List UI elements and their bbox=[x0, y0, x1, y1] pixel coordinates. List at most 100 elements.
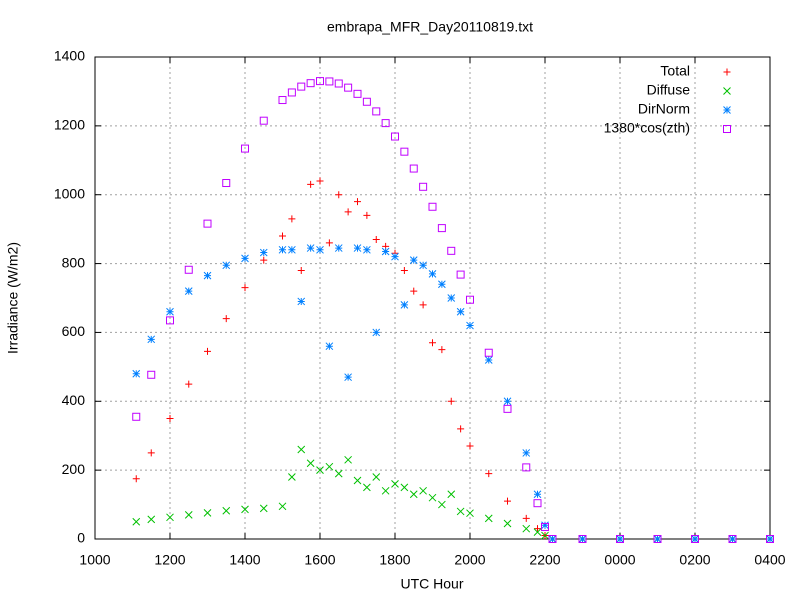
point bbox=[354, 198, 361, 206]
point bbox=[306, 459, 315, 468]
point bbox=[184, 265, 193, 274]
point bbox=[325, 342, 334, 351]
y-axis-label: Irradiance (W/m2) bbox=[5, 242, 21, 354]
legend-label: Diffuse bbox=[647, 82, 691, 98]
point bbox=[204, 347, 211, 355]
point bbox=[409, 490, 418, 499]
y-tick-label: 1400 bbox=[54, 48, 85, 64]
legend-label: Total bbox=[660, 63, 690, 79]
point bbox=[259, 116, 268, 125]
point bbox=[222, 315, 230, 323]
point bbox=[222, 179, 231, 188]
point bbox=[325, 239, 333, 247]
point bbox=[316, 77, 324, 86]
point bbox=[653, 535, 662, 543]
point bbox=[344, 208, 352, 216]
point bbox=[185, 380, 193, 388]
point bbox=[203, 271, 212, 280]
point bbox=[278, 245, 287, 254]
point bbox=[447, 246, 456, 255]
point bbox=[372, 235, 380, 243]
point bbox=[362, 97, 371, 106]
point bbox=[222, 506, 231, 515]
point bbox=[278, 502, 287, 511]
point bbox=[522, 514, 530, 522]
y-tick-label: 800 bbox=[62, 254, 86, 270]
x-tick-label: 0200 bbox=[679, 552, 710, 568]
point bbox=[400, 483, 409, 492]
point bbox=[522, 524, 531, 533]
y-tick-label: 0 bbox=[77, 530, 85, 546]
point bbox=[334, 244, 343, 252]
point bbox=[278, 96, 287, 105]
point bbox=[503, 397, 512, 406]
point bbox=[484, 348, 493, 357]
y-tick-label: 1000 bbox=[54, 185, 85, 201]
point bbox=[456, 270, 465, 279]
point bbox=[241, 284, 249, 292]
point bbox=[132, 369, 141, 378]
point bbox=[653, 535, 662, 543]
point bbox=[438, 500, 446, 509]
y-tick-label: 1200 bbox=[54, 117, 85, 133]
point bbox=[279, 232, 286, 240]
point bbox=[447, 490, 456, 499]
point bbox=[400, 301, 409, 309]
point bbox=[353, 244, 362, 252]
point bbox=[372, 328, 381, 337]
point bbox=[533, 499, 542, 508]
plot-frame bbox=[94, 56, 771, 540]
point bbox=[363, 245, 371, 254]
point bbox=[485, 470, 493, 478]
point bbox=[447, 397, 455, 405]
point bbox=[132, 412, 141, 421]
point bbox=[259, 504, 268, 513]
point bbox=[438, 280, 446, 289]
point bbox=[548, 535, 557, 543]
x-tick-label: 2200 bbox=[529, 552, 560, 568]
point bbox=[203, 219, 212, 228]
point bbox=[409, 164, 418, 173]
point bbox=[316, 245, 324, 254]
point bbox=[353, 476, 362, 485]
point bbox=[428, 493, 437, 502]
point bbox=[372, 473, 381, 481]
point bbox=[457, 425, 465, 433]
point bbox=[391, 480, 399, 488]
point bbox=[344, 83, 353, 92]
point bbox=[287, 88, 296, 97]
point bbox=[437, 224, 446, 233]
point bbox=[344, 455, 352, 464]
point bbox=[548, 535, 557, 543]
point bbox=[334, 469, 343, 478]
point bbox=[325, 77, 334, 86]
point bbox=[456, 307, 465, 316]
point bbox=[316, 466, 324, 474]
x-tick-label: 1200 bbox=[154, 552, 185, 568]
point bbox=[504, 497, 511, 505]
y-tick-label: 400 bbox=[62, 392, 86, 408]
point bbox=[728, 535, 737, 543]
point bbox=[419, 301, 427, 309]
point bbox=[400, 147, 409, 156]
point bbox=[288, 473, 296, 481]
point bbox=[409, 256, 418, 264]
point bbox=[147, 515, 156, 524]
point bbox=[728, 535, 737, 543]
point bbox=[372, 107, 381, 116]
point bbox=[334, 79, 343, 88]
point bbox=[578, 535, 587, 543]
point bbox=[616, 535, 624, 543]
point bbox=[438, 346, 446, 354]
point bbox=[297, 82, 306, 91]
x-tick-label: 1800 bbox=[379, 552, 410, 568]
point bbox=[297, 266, 305, 274]
point bbox=[259, 248, 268, 257]
legend-label: 1380*cos(zth) bbox=[604, 120, 690, 136]
point bbox=[222, 261, 231, 270]
point bbox=[691, 535, 699, 543]
point bbox=[419, 486, 427, 495]
point bbox=[203, 508, 212, 517]
legend-marker bbox=[723, 106, 731, 114]
